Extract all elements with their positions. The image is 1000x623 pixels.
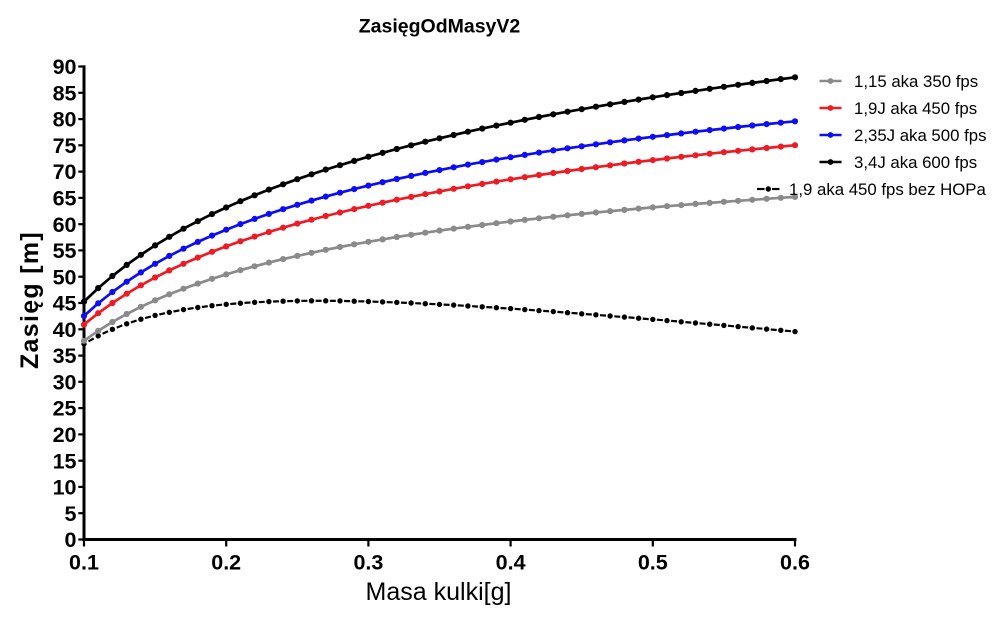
svg-text:Zasięg [m]: Zasięg [m] [16, 231, 44, 369]
svg-text:5: 5 [65, 502, 77, 526]
svg-text:3,4J aka 600 fps: 3,4J aka 600 fps [854, 153, 977, 172]
svg-text:15: 15 [53, 449, 77, 473]
svg-text:Masa kulki[g]: Masa kulki[g] [366, 578, 512, 606]
svg-text:0.5: 0.5 [638, 551, 668, 575]
svg-text:45: 45 [53, 292, 77, 316]
svg-text:75: 75 [53, 134, 77, 158]
svg-text:0.4: 0.4 [496, 551, 526, 575]
svg-text:0: 0 [65, 528, 77, 552]
svg-text:65: 65 [53, 187, 77, 211]
svg-text:0.3: 0.3 [353, 551, 383, 575]
svg-text:35: 35 [53, 344, 77, 368]
svg-text:55: 55 [53, 239, 77, 263]
svg-text:ZasięgOdMasyV2: ZasięgOdMasyV2 [359, 16, 521, 38]
svg-text:40: 40 [53, 318, 77, 342]
svg-text:0.1: 0.1 [69, 551, 99, 575]
svg-text:1,15 aka 350 fps: 1,15 aka 350 fps [854, 72, 978, 91]
svg-text:10: 10 [53, 476, 77, 500]
svg-text:60: 60 [53, 213, 77, 237]
svg-text:80: 80 [53, 108, 77, 132]
svg-text:2,35J aka 500 fps: 2,35J aka 500 fps [854, 126, 986, 145]
svg-text:70: 70 [53, 160, 77, 184]
svg-text:0.6: 0.6 [780, 551, 810, 575]
svg-text:20: 20 [53, 423, 77, 447]
svg-text:0.2: 0.2 [211, 551, 241, 575]
svg-text:1,9J aka 450 fps: 1,9J aka 450 fps [854, 99, 977, 118]
svg-text:1,9 aka 450 fps bez HOPa: 1,9 aka 450 fps bez HOPa [789, 180, 987, 199]
svg-text:30: 30 [53, 370, 77, 394]
svg-text:25: 25 [53, 397, 77, 421]
svg-text:50: 50 [53, 265, 77, 289]
svg-text:90: 90 [53, 55, 77, 79]
svg-text:85: 85 [53, 81, 77, 105]
